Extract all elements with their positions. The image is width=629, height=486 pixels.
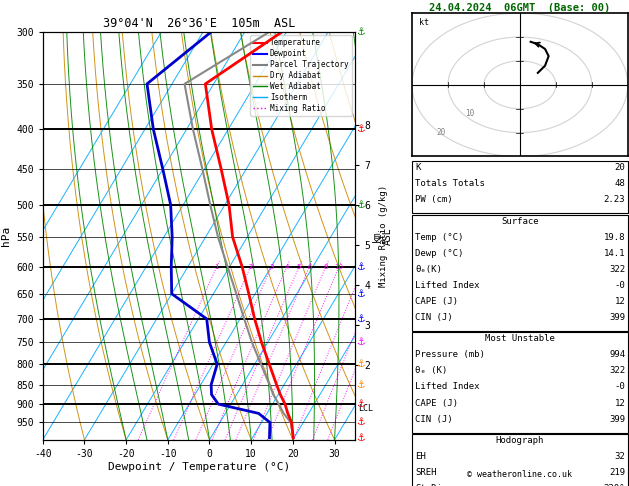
Title: 39°04'N  26°36'E  105m  ASL: 39°04'N 26°36'E 105m ASL [103,17,295,31]
Text: -0: -0 [615,382,625,392]
Text: 3: 3 [269,263,274,270]
Text: 20: 20 [436,128,445,137]
Text: θₑ(K): θₑ(K) [415,265,442,274]
Text: 322: 322 [609,265,625,274]
Text: 10: 10 [335,263,343,270]
Text: CAPE (J): CAPE (J) [415,297,458,306]
Text: Most Unstable: Most Unstable [485,334,555,344]
Text: 32: 32 [615,452,625,461]
X-axis label: Dewpoint / Temperature (°C): Dewpoint / Temperature (°C) [108,462,290,471]
Text: PW (cm): PW (cm) [415,195,453,205]
Text: Lifted Index: Lifted Index [415,382,480,392]
Legend: Temperature, Dewpoint, Parcel Trajectory, Dry Adiabat, Wet Adiabat, Isotherm, Mi: Temperature, Dewpoint, Parcel Trajectory… [250,35,352,116]
Text: © weatheronline.co.uk: © weatheronline.co.uk [467,469,572,479]
Text: 12: 12 [615,297,625,306]
Text: SREH: SREH [415,468,437,477]
Text: 230°: 230° [604,484,625,486]
Text: Surface: Surface [501,217,538,226]
Text: 219: 219 [609,468,625,477]
Text: ⚓: ⚓ [356,433,365,443]
Text: 24.04.2024  06GMT  (Base: 00): 24.04.2024 06GMT (Base: 00) [429,3,611,14]
Text: 399: 399 [609,415,625,424]
Text: 12: 12 [615,399,625,408]
Text: LCL: LCL [358,404,373,413]
Text: CIN (J): CIN (J) [415,415,453,424]
Text: ⚓: ⚓ [356,337,365,347]
Text: 2.23: 2.23 [604,195,625,205]
Text: 994: 994 [609,350,625,360]
Text: Totals Totals: Totals Totals [415,179,485,189]
Text: 6: 6 [307,263,311,270]
Y-axis label: km
ASL: km ASL [372,227,393,244]
Text: Hodograph: Hodograph [496,436,544,445]
Text: ⚓: ⚓ [356,399,365,409]
Text: 19.8: 19.8 [604,233,625,242]
Text: 322: 322 [609,366,625,376]
Text: K: K [415,163,421,173]
Text: 4: 4 [285,263,289,270]
Text: ⚓: ⚓ [356,261,365,272]
Text: ⚓: ⚓ [356,359,365,369]
Text: CAPE (J): CAPE (J) [415,399,458,408]
Text: Mixing Ratio (g/kg): Mixing Ratio (g/kg) [379,185,388,287]
Text: 8: 8 [323,263,328,270]
Text: Temp (°C): Temp (°C) [415,233,464,242]
Text: 48: 48 [615,179,625,189]
Text: 14.1: 14.1 [604,249,625,258]
Text: kt: kt [419,18,429,27]
Y-axis label: hPa: hPa [1,226,11,246]
Text: -0: -0 [615,281,625,290]
Text: Pressure (mb): Pressure (mb) [415,350,485,360]
Text: 399: 399 [609,313,625,322]
Text: 10: 10 [465,109,474,118]
Text: ⚓: ⚓ [356,417,365,428]
Text: ⚓: ⚓ [356,314,365,324]
Text: 5: 5 [297,263,301,270]
Text: Dewp (°C): Dewp (°C) [415,249,464,258]
Text: 1: 1 [214,263,219,270]
Text: θₑ (K): θₑ (K) [415,366,447,376]
Text: ⚓: ⚓ [356,27,365,36]
Text: ⚓: ⚓ [356,380,365,390]
Text: ⚓: ⚓ [356,200,365,210]
Text: CIN (J): CIN (J) [415,313,453,322]
Text: 2: 2 [248,263,253,270]
Text: ⚓: ⚓ [356,124,365,134]
Text: Lifted Index: Lifted Index [415,281,480,290]
Text: ⚓: ⚓ [356,289,365,299]
Text: 20: 20 [615,163,625,173]
Text: 15: 15 [359,263,368,270]
Text: EH: EH [415,452,426,461]
Text: StmDir: StmDir [415,484,447,486]
